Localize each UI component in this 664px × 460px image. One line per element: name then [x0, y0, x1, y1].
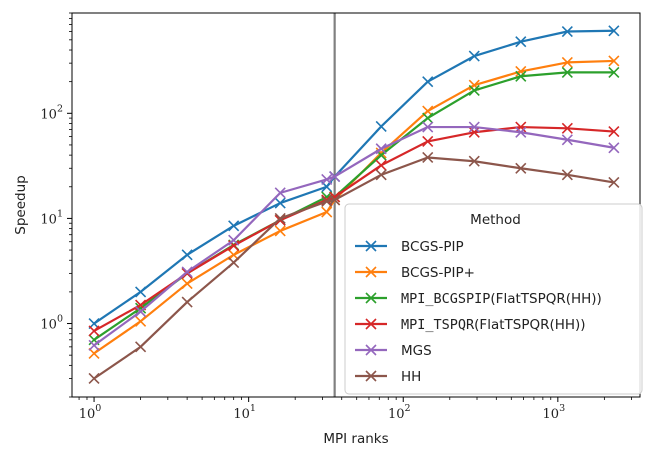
- data-point-marker: [561, 56, 573, 68]
- data-point-marker: [228, 220, 240, 232]
- data-point-marker: [608, 142, 620, 154]
- data-point-marker: [422, 112, 434, 124]
- legend-marker: [365, 240, 377, 252]
- data-point-marker: [181, 277, 193, 290]
- legend-item: HH: [355, 369, 421, 385]
- data-point-marker: [422, 76, 434, 88]
- data-point-marker: [561, 66, 573, 78]
- data-point-marker: [515, 70, 527, 82]
- data-point-marker: [608, 126, 620, 138]
- legend-marker: [365, 292, 377, 304]
- data-point-marker: [228, 257, 240, 269]
- legend-item: MPI_TSPQR(FlatTSPQR(HH)): [355, 317, 586, 333]
- legend-label: MGS: [401, 343, 432, 359]
- legend-item: BCGS-PIP+: [355, 265, 475, 281]
- data-point-marker: [135, 305, 147, 318]
- data-point-marker: [274, 212, 286, 224]
- series-hh: [88, 151, 620, 385]
- x-tick-label: 100: [79, 403, 102, 422]
- series-mgs: [88, 121, 620, 351]
- x-tick-label: 102: [388, 403, 411, 422]
- data-point-marker: [274, 187, 286, 199]
- data-point-marker: [561, 25, 573, 38]
- data-point-marker: [422, 121, 434, 133]
- legend-marker: [365, 266, 377, 278]
- legend-label: MPI_BCGSPIP(FlatTSPQR(HH)): [401, 291, 602, 307]
- data-point-marker: [88, 347, 100, 359]
- data-point-marker: [321, 206, 333, 218]
- data-point-marker: [608, 66, 620, 78]
- y-axis-label: Speedup: [13, 175, 29, 234]
- data-point-marker: [88, 372, 100, 385]
- data-point-marker: [88, 325, 100, 337]
- data-point-marker: [608, 25, 620, 37]
- data-point-marker: [515, 65, 527, 78]
- y-tick-label: 100: [40, 314, 63, 333]
- data-point-marker: [561, 169, 573, 181]
- data-point-marker: [561, 122, 573, 134]
- data-point-marker: [608, 55, 620, 67]
- data-point-marker: [181, 296, 193, 308]
- legend-marker: [365, 370, 377, 382]
- data-point-marker: [329, 171, 341, 183]
- legend-marker: [365, 318, 377, 330]
- legend-label: MPI_TSPQR(FlatTSPQR(HH)): [401, 317, 586, 333]
- legend-item: MPI_BCGSPIP(FlatTSPQR(HH)): [355, 291, 602, 307]
- data-point-marker: [135, 286, 147, 298]
- legend-marker: [365, 344, 377, 356]
- data-point-marker: [422, 135, 434, 147]
- data-point-marker: [135, 341, 147, 353]
- data-point-marker: [515, 36, 527, 48]
- data-point-marker: [515, 126, 527, 138]
- legend-box: [344, 203, 643, 395]
- data-point-marker: [468, 84, 480, 97]
- data-point-marker: [375, 143, 387, 155]
- data-point-marker: [135, 315, 147, 327]
- data-point-marker: [422, 151, 434, 164]
- data-point-marker: [135, 302, 147, 314]
- legend: Method BCGS-PIP BCGS-PIP+ MPI_BCGSPIP(FlatT…: [344, 203, 643, 395]
- y-tick-label: 101: [40, 208, 63, 227]
- legend-title: Method: [470, 212, 521, 228]
- data-point-marker: [468, 121, 480, 133]
- axis-ticks: 100 101 102 103 100 101 102: [40, 12, 632, 422]
- data-point-marker: [274, 197, 286, 209]
- data-point-marker: [321, 173, 333, 185]
- series-layer: [88, 25, 620, 385]
- data-point-marker: [515, 121, 527, 133]
- data-point-marker: [468, 155, 480, 167]
- x-tick-label: 103: [543, 403, 566, 422]
- data-point-marker: [329, 194, 341, 206]
- legend-item: MGS: [355, 343, 432, 359]
- legend-item: BCGS-PIP: [355, 239, 464, 255]
- data-point-marker: [608, 176, 620, 188]
- data-point-marker: [515, 162, 527, 174]
- data-point-marker: [88, 339, 100, 351]
- data-point-marker: [228, 234, 240, 246]
- data-point-marker: [274, 225, 286, 237]
- data-point-marker: [181, 266, 193, 278]
- data-point-marker: [468, 50, 480, 62]
- x-axis-label: MPI ranks: [323, 431, 388, 447]
- legend-label: HH: [401, 369, 421, 385]
- data-point-marker: [375, 120, 387, 133]
- legend-label: BCGS-PIP: [401, 239, 464, 255]
- data-point-marker: [181, 249, 193, 261]
- data-point-marker: [375, 159, 387, 171]
- data-point-marker: [375, 169, 387, 181]
- x-tick-label: 101: [233, 403, 256, 422]
- legend-label: BCGS-PIP+: [401, 265, 475, 281]
- y-tick-label: 102: [40, 103, 63, 122]
- series-mpi-tspqr-flattspqr-hh-: [88, 121, 620, 337]
- data-point-marker: [561, 134, 573, 146]
- data-point-marker: [468, 126, 480, 138]
